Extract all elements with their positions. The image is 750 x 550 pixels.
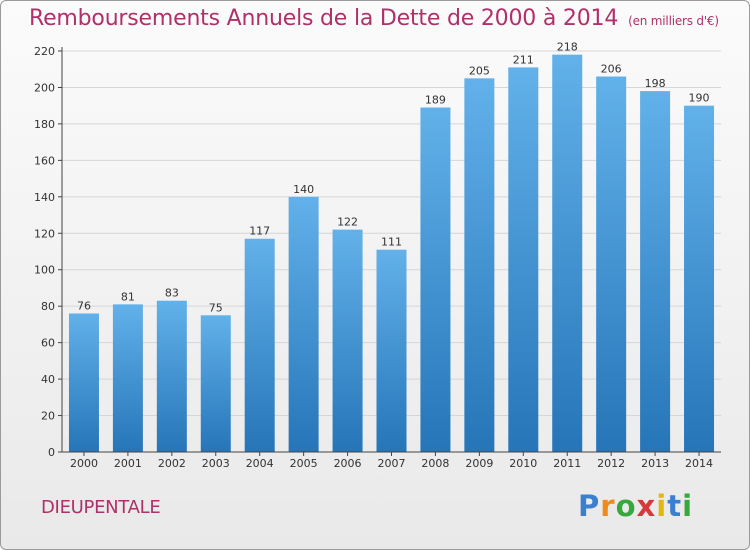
logo-letter: o (615, 489, 637, 523)
bar-value-label: 117 (249, 225, 270, 238)
x-tick-label: 2004 (246, 457, 274, 470)
x-tick-label: 2011 (553, 457, 581, 470)
chart-title: Remboursements Annuels de la Dette de 20… (29, 6, 719, 31)
logo-letter: P (578, 489, 601, 523)
y-tick-label: 40 (41, 373, 55, 386)
chart-title-text: Remboursements Annuels de la Dette de 20… (29, 6, 619, 31)
bar (684, 105, 715, 452)
bar-value-label: 76 (77, 299, 91, 312)
bar-value-label: 218 (557, 41, 578, 54)
bar (332, 229, 363, 452)
y-tick-label: 160 (34, 154, 55, 167)
bar (244, 238, 275, 452)
bar-value-label: 75 (209, 301, 223, 314)
bar (508, 67, 539, 453)
x-tick-label: 2013 (641, 457, 669, 470)
bar (596, 76, 627, 452)
x-tick-label: 2000 (70, 457, 98, 470)
logo-letter: x (636, 489, 657, 523)
bar (464, 78, 495, 452)
bar-value-label: 205 (469, 64, 490, 77)
bar-value-label: 206 (601, 63, 622, 76)
bar-value-label: 198 (645, 77, 666, 90)
y-tick-label: 140 (34, 191, 55, 204)
bar (156, 300, 187, 452)
bar (200, 315, 231, 452)
x-tick-label: 2014 (685, 457, 713, 470)
bar (376, 249, 407, 452)
logo-letter: t (667, 489, 683, 523)
bar (420, 107, 451, 452)
x-tick-label: 2012 (597, 457, 625, 470)
y-tick-label: 20 (41, 410, 55, 423)
bar (68, 313, 99, 452)
logo-letter: i (682, 489, 694, 523)
x-tick-label: 2010 (509, 457, 537, 470)
commune-name: DIEUPENTALE (41, 497, 161, 518)
bar-value-label: 140 (293, 183, 314, 196)
y-tick-label: 0 (48, 446, 55, 459)
bar-value-label: 81 (121, 290, 135, 303)
x-tick-label: 2001 (114, 457, 142, 470)
logo-letter: r (600, 489, 616, 523)
bar (288, 196, 319, 452)
bar-value-label: 122 (337, 216, 358, 229)
y-tick-label: 60 (41, 337, 55, 350)
bar-value-label: 111 (381, 236, 402, 249)
chart-unit: (en milliers d'€) (628, 14, 719, 28)
x-tick-label: 2009 (465, 457, 493, 470)
logo-letter: i (656, 489, 668, 523)
y-tick-label: 120 (34, 227, 55, 240)
bar-value-label: 189 (425, 94, 446, 107)
bar (112, 304, 143, 452)
x-tick-label: 2006 (334, 457, 362, 470)
x-tick-label: 2005 (290, 457, 318, 470)
y-tick-label: 200 (34, 81, 55, 94)
bar-value-label: 83 (165, 287, 179, 300)
bar-value-label: 190 (689, 92, 710, 105)
x-tick-label: 2002 (158, 457, 186, 470)
y-tick-label: 180 (34, 118, 55, 131)
y-tick-label: 80 (41, 300, 55, 313)
x-tick-label: 2008 (421, 457, 449, 470)
x-tick-label: 2003 (202, 457, 230, 470)
bar (640, 91, 671, 452)
y-tick-label: 220 (34, 45, 55, 58)
proxiti-logo[interactable]: Proxiti (578, 489, 693, 523)
x-tick-label: 2007 (378, 457, 406, 470)
bar-value-label: 211 (513, 53, 534, 66)
bar (552, 54, 583, 453)
y-tick-label: 100 (34, 264, 55, 277)
